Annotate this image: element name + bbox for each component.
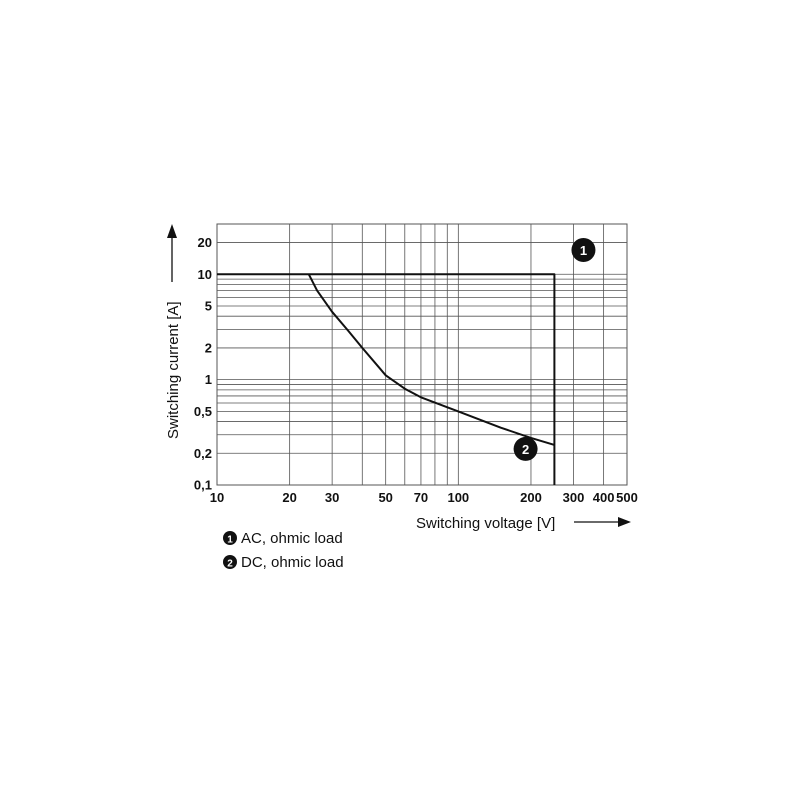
y-axis-label: Switching current [A] xyxy=(165,301,182,439)
curve-marker-2-label: 2 xyxy=(522,442,529,457)
legend-label-ac: AC, ohmic load xyxy=(241,530,343,547)
legend-item-dc: 2 DC, ohmic load xyxy=(223,554,344,571)
legend-marker-1-label: 1 xyxy=(227,535,233,546)
legend: 1 AC, ohmic load 2 DC, ohmic load xyxy=(223,530,344,571)
y-tick-label: 20 xyxy=(198,235,212,250)
y-tick-label: 0,1 xyxy=(194,478,212,493)
x-tick-labels: 10 20 30 50 70 100 200 300 400 500 xyxy=(210,490,638,505)
plot-frame xyxy=(216,223,628,486)
curve-marker-1 xyxy=(571,237,596,262)
legend-marker-2-label: 2 xyxy=(227,559,233,570)
y-tick-labels: 0,1 0,2 0,5 1 2 5 10 20 xyxy=(194,235,212,492)
legend-marker-2 xyxy=(223,555,237,569)
y-tick-label: 1 xyxy=(205,372,212,387)
x-tick-label: 10 xyxy=(210,490,224,505)
y-axis-title: Switching current [A] xyxy=(165,224,182,439)
x-tick-label: 100 xyxy=(447,490,469,505)
legend-item-ac: 1 AC, ohmic load xyxy=(223,530,343,547)
curve-marker-2 xyxy=(513,436,538,461)
x-tick-label: 30 xyxy=(325,490,339,505)
grid-lines xyxy=(216,223,628,486)
series-layer xyxy=(217,273,556,485)
x-tick-label: 200 xyxy=(520,490,542,505)
x-tick-label: 20 xyxy=(282,490,296,505)
marker-layer: 12 xyxy=(513,237,596,461)
curve-marker-1-label: 1 xyxy=(580,243,587,258)
x-axis-arrow-head xyxy=(618,517,631,527)
y-axis-arrow-head xyxy=(167,224,177,238)
x-tick-label: 50 xyxy=(378,490,392,505)
x-tick-label: 70 xyxy=(414,490,428,505)
y-tick-label: 0,2 xyxy=(194,446,212,461)
series-2-line xyxy=(307,273,555,446)
legend-marker-1 xyxy=(223,531,237,545)
legend-label-dc: DC, ohmic load xyxy=(241,554,344,571)
x-tick-label: 400 xyxy=(593,490,615,505)
y-tick-label: 0,5 xyxy=(194,404,212,419)
x-tick-label: 300 xyxy=(563,490,585,505)
y-tick-label: 5 xyxy=(205,298,212,313)
y-tick-label: 2 xyxy=(205,340,212,355)
x-axis-label: Switching voltage [V] xyxy=(416,515,555,532)
series-1-line xyxy=(217,273,556,485)
x-tick-label: 500 xyxy=(616,490,638,505)
y-tick-label: 10 xyxy=(198,267,212,282)
x-axis-title: Switching voltage [V] xyxy=(416,515,631,532)
